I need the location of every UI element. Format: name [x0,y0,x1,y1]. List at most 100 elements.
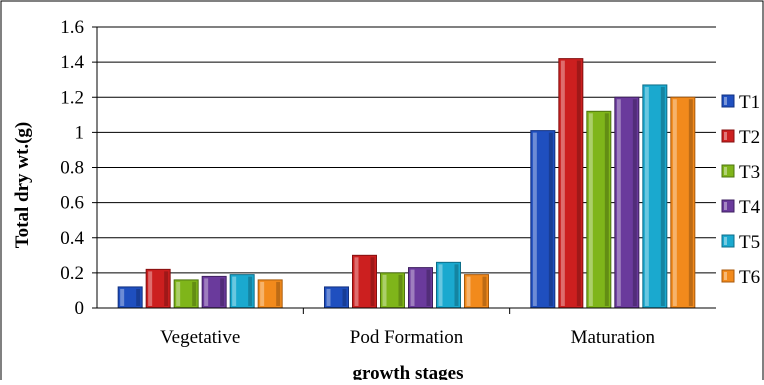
bar-highlight [326,288,331,306]
bar-t4-vegetative [201,275,227,309]
y-tick-label: 0 [75,298,85,319]
bar-highlight [120,288,125,306]
bar-shade [548,132,553,306]
bar [380,272,405,309]
bar-t2-pod-formation [352,254,377,309]
bar [229,274,255,309]
legend-swatch-highlight [724,272,727,280]
bar-t5-pod-formation [436,261,461,309]
bar-shade [136,288,141,306]
bar-highlight [204,278,209,306]
bar-t5-maturation [642,84,668,309]
x-axis-title: growth stages [352,363,463,380]
legend-swatch-highlight [724,167,727,175]
bar-shade [220,278,225,306]
legend-label: T4 [739,197,761,218]
bar [558,58,584,309]
bar-shade [482,276,487,306]
legend-swatch-highlight [724,202,727,210]
legend-label: T3 [739,162,760,183]
y-tick-labels: 0 0.2 0.4 0.6 0.8 1 1.2 1.4 1.6 [60,17,97,319]
bar-shade [426,269,431,306]
bar [670,96,696,309]
bar-shade [632,99,637,306]
y-tick-label: 0.8 [60,158,84,179]
bars [117,58,696,309]
bar [642,84,668,309]
bar-t5-vegetative [229,274,255,309]
x-category-label: Maturation [571,327,656,348]
bar-highlight [466,276,471,306]
bar-t1-vegetative [117,286,143,309]
bar-highlight [410,269,415,306]
bar-highlight [672,99,677,306]
bar-highlight [176,281,181,306]
bar-highlight [438,264,443,306]
legend-item-t5: T5 [721,232,760,253]
bar [436,261,461,309]
bar-highlight [588,113,593,306]
bar [408,267,433,309]
bar-t3-vegetative [173,279,199,309]
legend-label: T2 [739,127,760,148]
bar-t4-pod-formation [408,267,433,309]
y-tick-label: 1.2 [60,87,84,108]
legend-swatch [721,129,735,143]
legend-swatch [721,94,735,108]
legend-swatch-highlight [724,237,727,245]
legend-item-t6: T6 [721,267,760,288]
bar-highlight [232,276,237,306]
bar [201,275,227,309]
bar-highlight [644,86,649,306]
legend-label: T5 [739,232,760,253]
y-tick-label: 0.2 [60,263,84,284]
bar-highlight [148,271,153,306]
bar-highlight [382,274,387,306]
gridlines [97,26,716,274]
bar [257,279,283,309]
bar [530,130,556,309]
bar-t4-maturation [614,96,640,309]
legend-swatch [721,164,735,178]
x-category-labels: Vegetative Pod Formation Maturation [160,327,655,348]
bar [173,279,199,309]
bar-t6-maturation [670,96,696,309]
legend-swatch-highlight [724,132,727,140]
bar-shade [398,274,403,306]
bar-shade [604,113,609,306]
bar-shade [276,281,281,306]
y-tick-label: 0.4 [60,228,84,249]
bar-t2-vegetative [145,268,171,309]
bar-highlight [560,60,565,306]
bar [352,254,377,309]
bar-highlight [532,132,537,306]
bar-t2-maturation [558,58,584,309]
bar-shade [248,276,253,306]
bar-shade [164,271,169,306]
legend-swatch-highlight [724,97,727,105]
legend-swatch [721,269,735,283]
bar-highlight [616,99,621,306]
y-tick-label: 1 [75,122,85,143]
y-tick-label: 1.4 [60,52,84,73]
bar-t3-maturation [586,110,612,309]
bar-shade [342,288,347,306]
bar-shade [576,60,581,306]
x-category-label: Pod Formation [350,327,464,348]
bar-shade [454,264,459,306]
bar-shade [660,86,665,306]
legend-swatch [721,199,735,213]
bar-highlight [260,281,265,306]
bar-t3-pod-formation [380,272,405,309]
legend-item-t4: T4 [721,197,761,218]
bar-t6-vegetative [257,279,283,309]
bar-t1-pod-formation [324,286,349,309]
bar [145,268,171,309]
bar-highlight [354,257,359,306]
y-axis-title: Total dry wt.(g) [12,122,33,249]
legend-item-t2: T2 [721,127,760,148]
y-tick-label: 0.6 [60,193,84,214]
legend-item-t3: T3 [721,162,760,183]
